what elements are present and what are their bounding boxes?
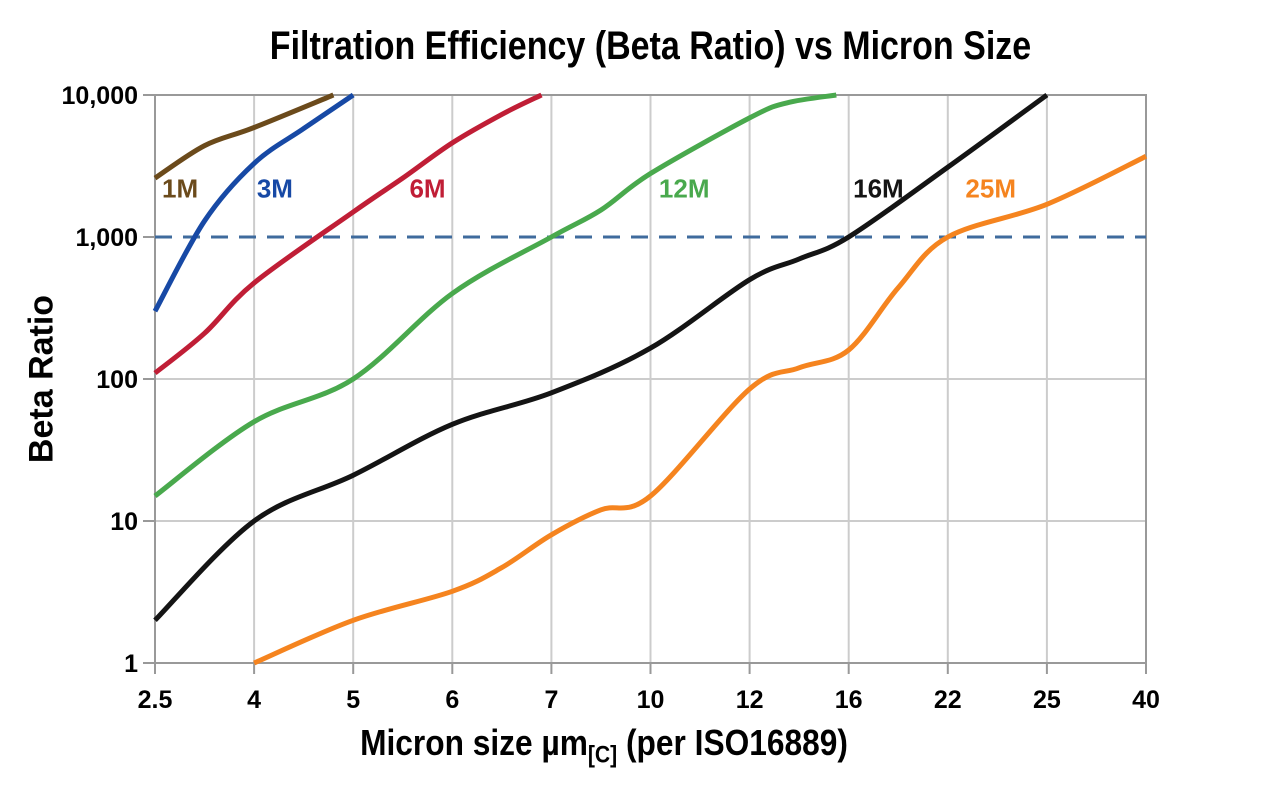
x-tick-label: 16: [835, 686, 863, 714]
y-axis-label: Beta Ratio: [22, 294, 61, 464]
curve-12M: [153, 92, 837, 498]
curve-6M: [153, 92, 543, 376]
curve-label-16M: 16M: [853, 173, 904, 203]
curve-label-25M: 25M: [965, 173, 1016, 203]
y-tick-label: 10,000: [62, 82, 138, 110]
y-tick-label: 1,000: [75, 224, 138, 252]
x-tick-label: 12: [736, 686, 764, 714]
x-tick-label: 25: [1033, 686, 1061, 714]
x-axis-label: Micron size µm[C] (per ISO16889): [72, 722, 1135, 770]
curve-3M: [152, 92, 355, 313]
curve-1M: [153, 92, 335, 181]
x-tick-label: 10: [637, 686, 665, 714]
curve-label-6M: 6M: [409, 173, 445, 203]
chart-title: Filtration Efficiency (Beta Ratio) vs Mi…: [269, 24, 1032, 68]
y-tick-label: 10: [110, 508, 138, 536]
x-axis-label-text: Micron size µm: [360, 722, 588, 763]
curve-label-1M: 1M: [162, 173, 198, 203]
x-tick-label: 5: [346, 686, 360, 714]
curve-16M: [153, 92, 1049, 623]
x-tick-label: 22: [934, 686, 962, 714]
y-tick-label: 1: [124, 650, 138, 678]
x-axis-label-subscript: [C]: [587, 741, 618, 769]
x-tick-label: 7: [544, 686, 558, 714]
curve-label-12M: 12M: [659, 173, 710, 203]
curve-25M: [253, 154, 1148, 666]
curves-group: [152, 92, 1148, 666]
y-tick-label: 100: [96, 366, 138, 394]
x-tick-label: 40: [1132, 686, 1160, 714]
x-tick-label: 4: [247, 686, 261, 714]
x-tick-label: 6: [445, 686, 459, 714]
x-tick-label: 2.5: [138, 686, 173, 714]
curve-label-3M: 3M: [257, 173, 293, 203]
x-axis-label-suffix: (per ISO16889): [617, 722, 848, 763]
